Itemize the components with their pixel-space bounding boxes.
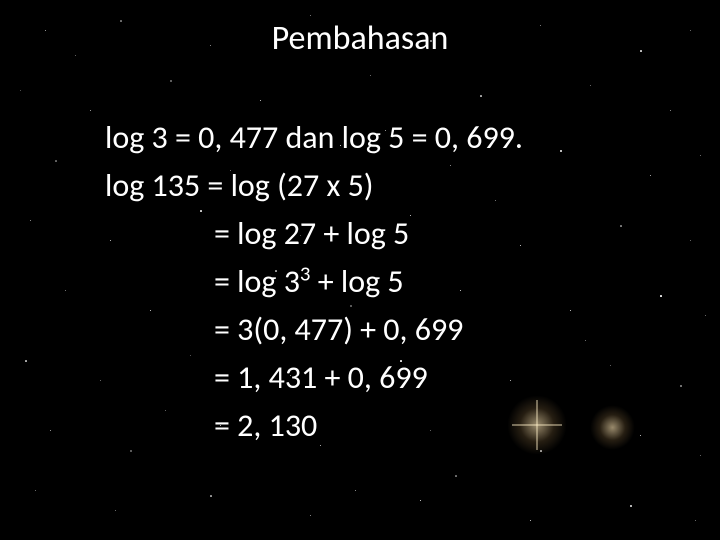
line-5: = 3(0, 477) + 0, 699: [214, 306, 523, 354]
slide-content: Pembahasan log 3 = 0, 477 dan log 5 = 0,…: [0, 0, 720, 540]
math-derivation: log 3 = 0, 477 dan log 5 = 0, 699. log 1…: [105, 114, 523, 450]
line-7: = 2, 130: [214, 402, 523, 450]
line-2: log 135 = log (27 x 5): [105, 162, 523, 210]
line-1: log 3 = 0, 477 dan log 5 = 0, 699.: [105, 114, 523, 162]
line-3: = log 27 + log 5: [214, 210, 523, 258]
line-4: = log 33 + log 5: [214, 258, 523, 306]
slide-title: Pembahasan: [272, 18, 449, 59]
line-6: = 1, 431 + 0, 699: [214, 354, 523, 402]
